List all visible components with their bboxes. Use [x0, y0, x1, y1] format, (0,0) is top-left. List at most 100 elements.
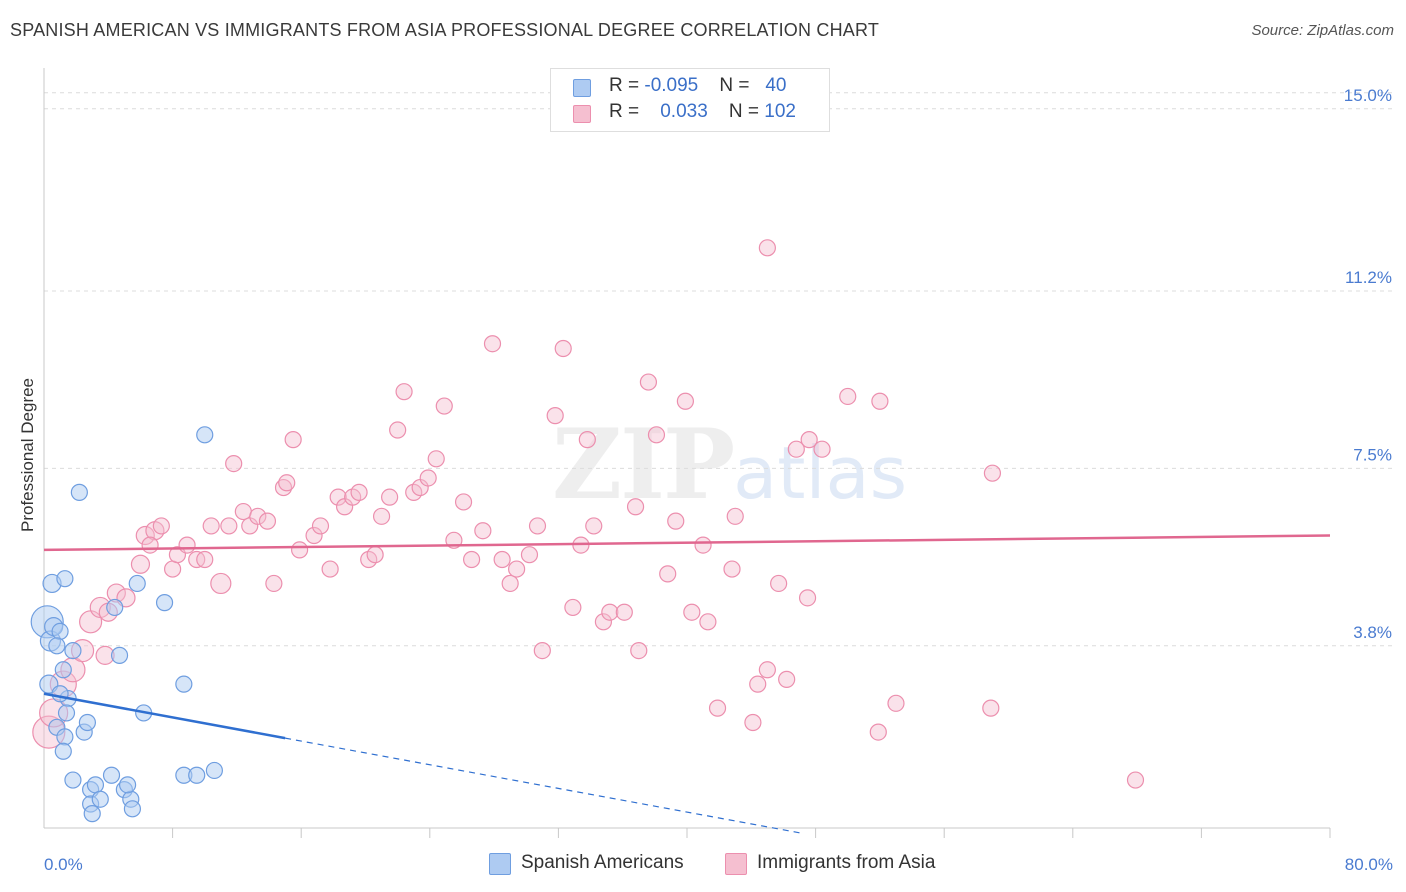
point-immigrants-from-asia	[350, 483, 368, 501]
point-immigrants-from-asia	[290, 541, 309, 559]
point-immigrants-from-asia	[869, 723, 887, 741]
point-spanish-americans	[51, 622, 69, 641]
point-immigrants-from-asia	[164, 560, 182, 578]
gridlines	[44, 92, 1392, 647]
point-immigrants-from-asia	[667, 512, 685, 530]
point-immigrants-from-asia	[141, 536, 159, 554]
point-immigrants-from-asia	[982, 699, 1000, 717]
point-immigrants-from-asia	[454, 493, 473, 511]
point-immigrants-from-asia	[800, 431, 818, 449]
point-immigrants-from-asia	[311, 517, 330, 535]
point-immigrants-from-asia	[647, 426, 666, 444]
bottom-legend-label-pink: Immigrants from Asia	[757, 852, 936, 873]
point-immigrants-from-asia	[508, 560, 526, 578]
point-immigrants-from-asia	[778, 670, 796, 688]
point-immigrants-from-asia	[225, 454, 243, 473]
bottom-legend-swatch-blue	[489, 853, 511, 875]
watermark: ZIPatlas	[552, 408, 907, 521]
point-immigrants-from-asia	[639, 373, 658, 391]
series-immigrants-from-asia	[32, 239, 1145, 789]
point-spanish-americans	[188, 766, 206, 784]
point-spanish-americans	[57, 704, 76, 722]
point-immigrants-from-asia	[787, 440, 805, 458]
point-immigrants-from-asia	[321, 560, 339, 578]
point-immigrants-from-asia	[435, 397, 453, 415]
point-spanish-americans	[102, 766, 121, 784]
point-immigrants-from-asia	[274, 478, 293, 497]
point-immigrants-from-asia	[708, 699, 727, 717]
point-spanish-americans	[128, 574, 146, 593]
series-spanish-americans	[30, 426, 223, 823]
point-spanish-americans	[48, 637, 66, 655]
point-immigrants-from-asia	[210, 572, 232, 595]
point-immigrants-from-asia	[758, 661, 776, 679]
point-spanish-americans	[54, 661, 72, 679]
point-immigrants-from-asia	[615, 603, 633, 621]
trend-spanish-americans-extension	[285, 737, 800, 834]
point-immigrants-from-asia	[234, 502, 252, 521]
y-tick-label: 7.5%	[1353, 445, 1392, 464]
point-immigrants-from-asia	[594, 613, 613, 631]
point-immigrants-from-asia	[372, 507, 391, 525]
point-immigrants-from-asia	[564, 598, 582, 617]
watermark-zip: ZIP	[552, 408, 735, 521]
axes	[43, 68, 1331, 838]
point-immigrants-from-asia	[462, 550, 481, 569]
point-spanish-americans	[196, 426, 214, 444]
point-immigrants-from-asia	[626, 498, 645, 516]
point-immigrants-from-asia	[152, 517, 170, 535]
bottom-legend-label-blue: Spanish Americans	[521, 852, 684, 873]
point-immigrants-from-asia	[419, 469, 437, 487]
point-immigrants-from-asia	[749, 675, 767, 693]
x-tick-label-min: 0.0%	[44, 855, 83, 874]
point-spanish-americans	[83, 805, 101, 823]
point-immigrants-from-asia	[578, 431, 596, 449]
point-spanish-americans	[205, 761, 223, 780]
bottom-legend-swatch-pink	[725, 853, 747, 875]
point-immigrants-from-asia	[659, 565, 677, 583]
legend-swatch-blue	[573, 79, 591, 97]
point-immigrants-from-asia	[528, 517, 547, 535]
point-immigrants-from-asia	[135, 525, 155, 546]
correlation-legend: R = -0.095 N = 40 R = 0.033 N = 102	[550, 68, 830, 132]
legend-swatch-pink	[573, 105, 591, 123]
chart-source: Source: ZipAtlas.com	[1251, 22, 1394, 39]
point-spanish-americans	[175, 675, 193, 693]
point-immigrants-from-asia	[178, 536, 196, 554]
point-immigrants-from-asia	[798, 589, 817, 607]
point-immigrants-from-asia	[694, 536, 712, 554]
point-immigrants-from-asia	[839, 387, 857, 406]
point-immigrants-from-asia	[726, 507, 744, 525]
point-spanish-americans	[78, 713, 97, 732]
point-immigrants-from-asia	[887, 694, 905, 712]
point-immigrants-from-asia	[284, 431, 302, 449]
point-spanish-americans	[56, 728, 74, 746]
x-tick-label-max: 80.0%	[1345, 855, 1393, 874]
point-immigrants-from-asia	[546, 407, 564, 425]
point-immigrants-from-asia	[249, 507, 267, 525]
point-immigrants-from-asia	[770, 574, 788, 593]
point-spanish-americans	[51, 685, 69, 703]
legend-stats-blue: R = -0.095 N = 40	[609, 75, 787, 96]
point-spanish-americans	[70, 483, 88, 501]
point-immigrants-from-asia	[1126, 771, 1145, 789]
point-immigrants-from-asia	[683, 603, 701, 621]
trend-lines	[43, 534, 1331, 834]
point-spanish-americans	[91, 790, 109, 808]
y-tick-label: 15.0%	[1344, 86, 1392, 105]
point-immigrants-from-asia	[130, 554, 151, 574]
point-immigrants-from-asia	[676, 392, 694, 410]
point-immigrants-from-asia	[395, 383, 413, 401]
point-immigrants-from-asia	[278, 474, 296, 492]
y-tick-label: 3.8%	[1353, 623, 1392, 642]
point-immigrants-from-asia	[723, 560, 741, 578]
point-immigrants-from-asia	[265, 574, 283, 593]
point-spanish-americans	[64, 641, 82, 660]
point-spanish-americans	[110, 646, 129, 664]
point-spanish-americans	[64, 771, 82, 789]
watermark-atlas: atlas	[733, 431, 908, 515]
point-immigrants-from-asia	[554, 339, 572, 358]
point-immigrants-from-asia	[533, 641, 551, 660]
point-immigrants-from-asia	[501, 574, 519, 593]
